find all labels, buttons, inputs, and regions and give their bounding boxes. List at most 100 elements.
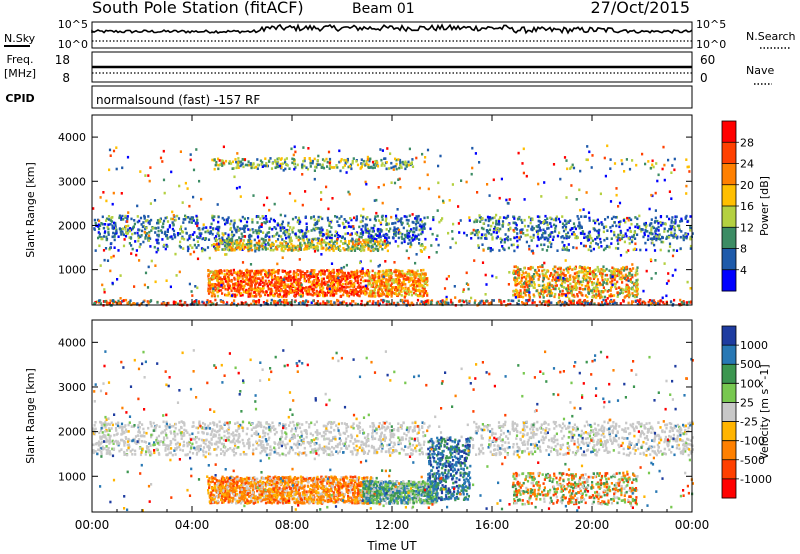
power-cell: [145, 226, 148, 230]
power-cell: [350, 232, 353, 235]
power-cell: [599, 290, 602, 293]
power-cell: [606, 278, 609, 281]
power-cell: [227, 243, 230, 247]
power-cell: [311, 282, 314, 286]
power-cell: [406, 236, 409, 240]
power-cell: [600, 221, 603, 224]
power-cell: [227, 275, 230, 279]
power-cell: [216, 225, 219, 229]
power-cell: [513, 236, 516, 240]
power-cell: [396, 288, 399, 292]
power-cell: [554, 217, 558, 220]
power-cell: [259, 217, 262, 220]
power-cell: [258, 226, 261, 229]
power-cell: [542, 228, 545, 232]
power-cell: [281, 270, 284, 273]
power-cell: [388, 230, 391, 233]
power-cell: [565, 235, 568, 238]
power-cell: [627, 218, 630, 222]
power-cell: [224, 293, 227, 297]
power-cell: [569, 299, 573, 303]
power-cell: [216, 242, 219, 246]
power-cell: [575, 275, 578, 278]
power-cell: [200, 232, 203, 235]
power-cell: [304, 247, 307, 250]
power-cell: [615, 268, 618, 271]
power-cell: [465, 234, 468, 237]
power-cell: [580, 292, 583, 295]
power-cell: [548, 221, 552, 225]
power-cell: [290, 279, 293, 282]
power-cell: [679, 235, 682, 239]
power-cell: [541, 235, 544, 239]
power-cell: [237, 229, 240, 232]
power-cell: [213, 215, 216, 218]
power-cell: [686, 165, 689, 169]
power-cell: [354, 244, 357, 247]
power-cell: [418, 273, 421, 276]
power-cell: [538, 295, 542, 299]
power-cell: [256, 289, 259, 293]
power-cell: [649, 167, 652, 170]
power-cell: [320, 226, 323, 230]
power-cell: [336, 220, 339, 223]
power-cell: [191, 217, 194, 221]
power-cell: [227, 277, 230, 280]
power-cell: [350, 270, 353, 274]
power-cell: [689, 244, 693, 248]
power-cell: [211, 158, 214, 162]
power-cell: [344, 289, 347, 293]
power-cell: [342, 286, 346, 289]
power-cell: [523, 224, 527, 228]
power-cell: [400, 217, 403, 220]
power-cell: [598, 228, 601, 232]
power-cell: [321, 272, 324, 275]
power-cell: [232, 167, 235, 170]
power-cell: [663, 163, 666, 167]
power-cell: [572, 275, 575, 279]
power-cell: [373, 289, 376, 293]
power-cell: [364, 274, 367, 277]
power-cell: [297, 238, 300, 242]
power-cell: [281, 220, 284, 224]
power-cell: [565, 159, 568, 162]
power-cell: [372, 235, 375, 238]
power-cell: [583, 277, 586, 280]
power-cell: [331, 290, 334, 294]
power-cell: [420, 277, 423, 280]
power-cell: [608, 245, 611, 249]
power-cell: [213, 158, 216, 161]
power-cell: [320, 198, 323, 201]
power-cell: [164, 230, 167, 234]
power-cell: [656, 179, 659, 183]
power-cell: [346, 290, 349, 293]
power-cell: [373, 278, 376, 282]
power-cell: [244, 275, 248, 278]
power-cell: [634, 237, 637, 240]
power-cell: [367, 165, 370, 169]
power-cell: [97, 300, 100, 304]
power-cell: [550, 231, 553, 234]
power-cell: [635, 268, 638, 272]
power-cell: [388, 293, 391, 296]
power-cell: [361, 224, 364, 228]
power-cell: [636, 287, 639, 291]
power-cell: [198, 227, 201, 230]
power-cell: [161, 225, 164, 229]
power-cell: [546, 227, 549, 230]
power-cell: [381, 201, 384, 205]
power-cell: [162, 219, 166, 223]
power-cell: [179, 150, 182, 153]
power-cell: [520, 284, 523, 287]
power-cell: [427, 187, 430, 191]
power-cell: [313, 271, 316, 275]
power-cell: [321, 234, 324, 238]
power-cell: [107, 231, 110, 234]
power-cell: [618, 277, 621, 281]
power-cell: [652, 226, 655, 230]
power-cell: [387, 273, 390, 276]
power-cell: [148, 222, 151, 226]
power-cell: [291, 289, 294, 292]
power-cell: [380, 280, 383, 283]
power-cell: [356, 281, 359, 284]
